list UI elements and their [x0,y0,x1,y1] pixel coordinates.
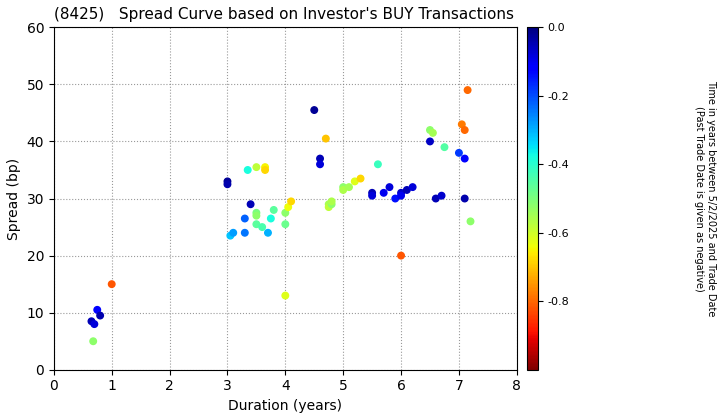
Point [459,155,470,162]
Point [459,127,470,134]
Point [378,189,390,196]
Point [314,161,325,168]
Point [349,178,361,185]
Point [384,184,395,191]
Point [239,215,251,222]
Point [285,198,297,205]
Point [282,204,294,210]
Point [279,210,291,216]
Point [251,221,262,228]
Point [251,164,262,171]
Point [251,210,262,216]
Point [308,107,320,113]
Point [242,167,253,173]
Point [89,321,100,328]
Point [87,338,99,344]
Point [259,164,271,171]
Point [338,186,349,193]
Point [462,87,473,93]
Point [323,201,335,207]
Point [338,184,349,191]
Point [424,138,436,145]
Point [265,215,276,222]
X-axis label: Duration (years): Duration (years) [228,399,342,413]
Point [390,195,401,202]
Point [323,204,335,210]
Point [366,189,378,196]
Point [279,221,291,228]
Point [438,144,450,150]
Point [366,192,378,199]
Point [401,186,413,193]
Point [91,307,103,313]
Point [320,135,332,142]
Y-axis label: Time in years between 5/2/2025 and Trade Date
(Past Trade Date is given as negat: Time in years between 5/2/2025 and Trade… [695,80,716,317]
Point [245,201,256,207]
Point [262,229,274,236]
Point [343,184,355,191]
Point [268,207,279,213]
Point [453,150,464,156]
Point [279,292,291,299]
Point [395,252,407,259]
Point [427,129,438,136]
Point [94,312,106,319]
Point [372,161,384,168]
Point [464,218,476,225]
Point [424,127,436,134]
Point [314,155,325,162]
Point [326,198,338,205]
Y-axis label: Spread (bp): Spread (bp) [7,158,21,239]
Point [456,121,467,128]
Point [459,195,470,202]
Point [256,224,268,231]
Point [259,167,271,173]
Point [225,232,236,239]
Point [436,192,447,199]
Point [407,184,418,191]
Point [222,181,233,188]
Point [395,192,407,199]
Point [395,189,407,196]
Point [326,201,338,207]
Point [355,175,366,182]
Point [228,229,239,236]
Point [86,318,97,325]
Point [222,178,233,185]
Point [430,195,441,202]
Point [106,281,117,288]
Point [239,229,251,236]
Text: (8425)   Spread Curve based on Investor's BUY Transactions: (8425) Spread Curve based on Investor's … [54,7,514,22]
Point [251,212,262,219]
